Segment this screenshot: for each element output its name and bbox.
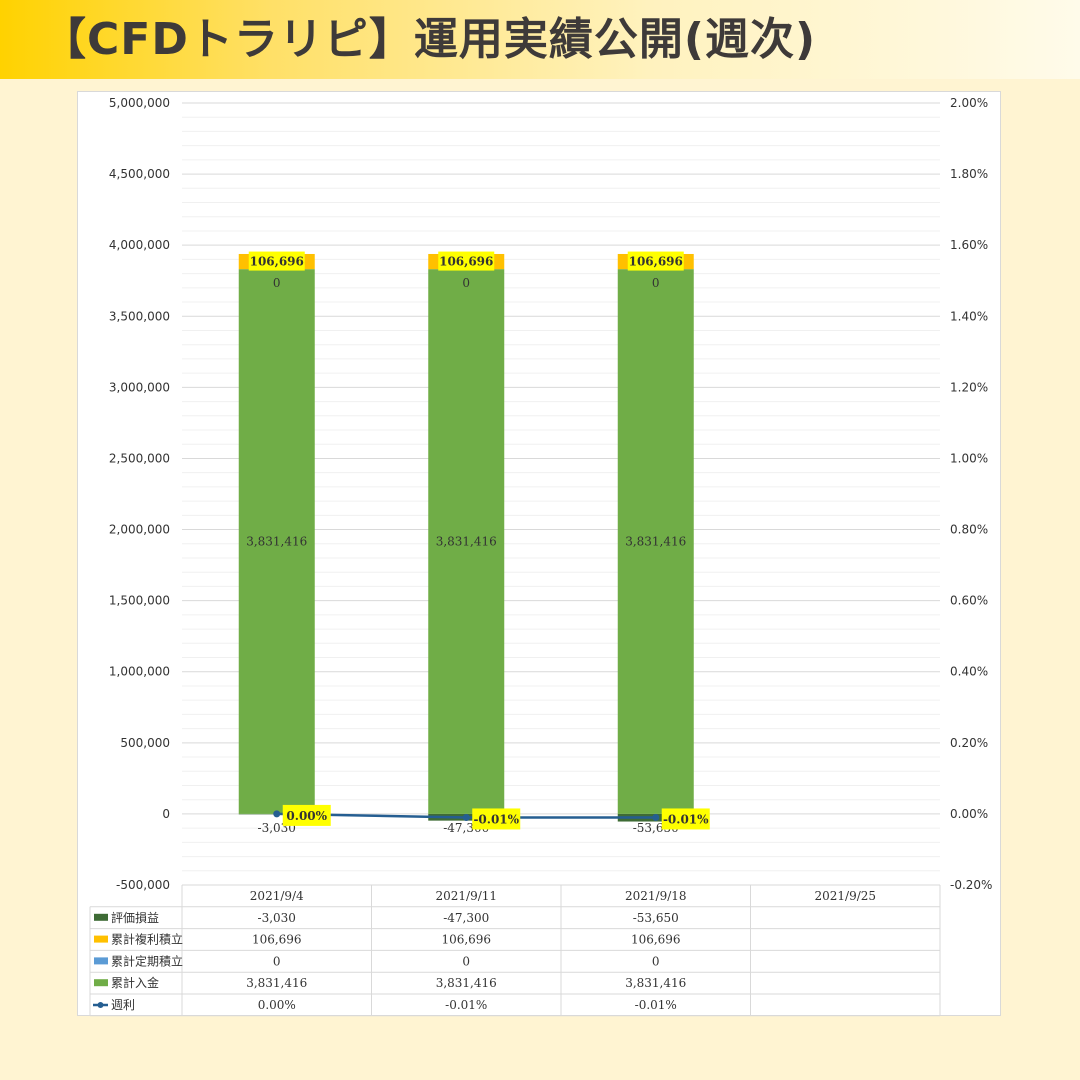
table-cell: 106,696 [252,933,302,947]
table-cell: -47,300 [443,911,489,925]
label-compound: 106,696 [439,255,493,269]
table-cell: -3,030 [258,911,296,925]
table-cell: 106,696 [631,933,681,947]
x-category-label: 2021/9/4 [250,889,304,903]
header-banner: 【CFDトラリピ】運用実績公開(週次) [0,0,1080,79]
bar-deposit [617,269,694,814]
label-compound: 106,696 [250,255,304,269]
label-periodic: 0 [652,276,660,290]
y-right-tick-label: 1.60% [950,238,988,252]
label-compound-bg [438,251,495,271]
label-periodic: 0 [462,276,470,290]
y-right-tick-label: -0.20% [950,878,992,892]
y-right-tick-label: 0.00% [950,807,988,821]
line-label: -0.01% [663,812,709,826]
y-left-tick-label: 3,500,000 [109,309,170,323]
y-right-tick-label: 1.80% [950,167,988,181]
line-label: -0.01% [473,812,519,826]
label-compound-bg [627,251,684,271]
x-category-label: 2021/9/18 [625,889,687,903]
legend-key-marker [97,1002,104,1008]
label-compound-bg [248,251,305,271]
line-label-bg [661,808,710,830]
page-title: 【CFDトラリピ】運用実績公開(週次) [42,14,817,65]
label-deposit: 3,831,416 [625,535,686,549]
table-cell: 0 [652,954,660,968]
y-right-tick-label: 1.40% [950,309,988,323]
y-right-tick-label: 2.00% [950,96,988,110]
table-cell: 3,831,416 [625,976,686,990]
label-deposit: 3,831,416 [436,535,497,549]
y-left-tick-label: 5,000,000 [109,96,170,110]
x-category-label: 2021/9/11 [435,889,497,903]
table-cell: 0 [462,954,470,968]
legend-key-swatch [94,979,108,987]
table-cell: 0.00% [258,998,296,1012]
y-left-tick-label: 2,000,000 [109,523,170,537]
label-periodic: 0 [273,276,281,290]
legend-series-name: 累計定期積立 [111,953,183,968]
table-cell: -0.01% [635,998,677,1012]
table-cell: -53,650 [633,911,679,925]
label-compound: 106,696 [629,255,683,269]
y-right-tick-label: 0.20% [950,736,988,750]
y-left-tick-label: 0 [162,807,170,821]
y-left-tick-label: 500,000 [120,736,170,750]
bar-deposit [238,269,315,814]
table-cell: 106,696 [441,933,491,947]
bar-deposit [428,269,505,814]
legend-key-swatch [94,913,108,921]
y-left-tick-label: 3,000,000 [109,380,170,394]
y-left-tick-label: 1,000,000 [109,665,170,679]
legend-series-name: 週利 [111,998,135,1012]
y-right-tick-label: 0.80% [950,523,988,537]
y-left-tick-label: -500,000 [116,878,170,892]
y-left-tick-label: 4,000,000 [109,238,170,252]
legend-key-swatch [94,957,108,965]
line-point [273,810,281,818]
line-point [652,813,660,821]
y-right-tick-label: 0.60% [950,594,988,608]
y-left-tick-label: 4,500,000 [109,167,170,181]
table-cell: 0 [273,954,281,968]
legend-series-name: 累計入金 [111,975,159,990]
line-label-bg [472,808,521,830]
table-cell: 3,831,416 [246,976,307,990]
legend-key-swatch [94,935,108,943]
y-right-tick-label: 0.40% [950,665,988,679]
y-right-tick-label: 1.20% [950,380,988,394]
line-point [462,813,470,821]
line-label-bg [282,804,331,826]
table-cell: -0.01% [445,998,487,1012]
y-left-tick-label: 1,500,000 [109,594,170,608]
legend-series-name: 評価損益 [111,910,159,925]
x-category-label: 2021/9/25 [814,889,876,903]
legend-series-name: 累計複利積立 [111,932,183,947]
y-right-tick-label: 1.00% [950,451,988,465]
line-label: 0.00% [286,809,327,823]
table-cell: 3,831,416 [436,976,497,990]
label-deposit: 3,831,416 [246,535,307,549]
y-left-tick-label: 2,500,000 [109,451,170,465]
